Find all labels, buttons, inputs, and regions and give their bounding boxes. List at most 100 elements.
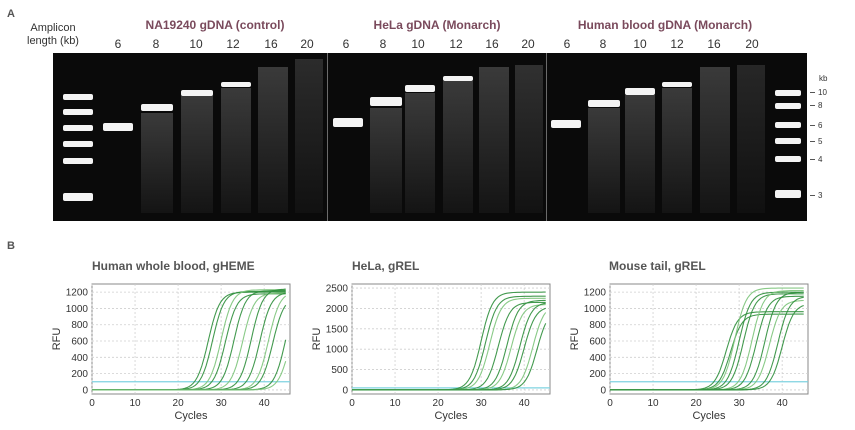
- amplicon-label-line1: Amplicon: [30, 22, 76, 34]
- x-tick-label: 0: [349, 398, 355, 409]
- x-tick-label: 10: [647, 398, 659, 409]
- lane-smear: [295, 59, 323, 213]
- gel-divider: [546, 53, 547, 221]
- dna-band: [662, 82, 692, 87]
- ladder-band: [63, 158, 93, 164]
- lane-smear: [258, 67, 288, 213]
- x-tick-label: 30: [476, 398, 488, 409]
- plot-area: [609, 283, 809, 395]
- y-tick-label: 2500: [326, 284, 349, 295]
- lane-label: 12: [226, 37, 240, 51]
- x-tick-label: 20: [173, 398, 185, 409]
- y-tick-label: 0: [82, 385, 88, 396]
- lane-smear: [141, 113, 173, 213]
- qpcr-chart-mouse: 0 200 400 600 800 1000 1200 0 10 20 30 40 Cycles RFU: [569, 283, 809, 422]
- y-tick-label: 1000: [326, 345, 349, 356]
- ladder-tick: [810, 195, 815, 196]
- plot-area: [91, 283, 291, 395]
- ladder-band: [63, 141, 93, 147]
- ladder-band: [775, 190, 801, 198]
- group-title-control: NA19240 gDNA (control): [145, 18, 285, 32]
- lane-smear: [443, 81, 473, 213]
- chart-title-mouse: Mouse tail, gREL: [609, 259, 706, 273]
- lane-label: 10: [189, 37, 203, 51]
- lane-smear: [515, 65, 543, 213]
- ladder-band: [63, 125, 93, 131]
- lane-label: 10: [633, 37, 647, 51]
- group-title-hela: HeLa gDNA (Monarch): [373, 18, 501, 32]
- ladder-band: [63, 109, 93, 115]
- lane-smear: [662, 88, 692, 213]
- y-tick-label: 800: [589, 320, 606, 331]
- lane-smear: [625, 95, 655, 213]
- x-tick-label: 30: [734, 398, 746, 409]
- panel-b-letter: B: [7, 240, 15, 252]
- group-title-blood: Human blood gDNA (Monarch): [577, 18, 753, 32]
- lane-label: 20: [300, 37, 314, 51]
- y-tick-label: 1000: [66, 304, 89, 315]
- lane-label: 8: [152, 37, 160, 51]
- plot-area: [351, 283, 551, 395]
- lane-label: 16: [485, 37, 499, 51]
- lane-label: 16: [264, 37, 278, 51]
- amplicon-label: Amplicon length (kb): [8, 22, 98, 48]
- x-tick-label: 0: [89, 398, 95, 409]
- dna-band: [625, 88, 655, 95]
- x-tick-label: 20: [691, 398, 703, 409]
- dna-band: [221, 82, 251, 87]
- lane-label: 20: [521, 37, 535, 51]
- ladder-band: [775, 90, 801, 96]
- x-tick-label: 10: [129, 398, 141, 409]
- y-tick-label: 0: [342, 385, 348, 396]
- amplicon-label-line2: length (kb): [27, 35, 79, 47]
- y-tick-label: 800: [71, 320, 88, 331]
- ladder-tick: [810, 159, 815, 160]
- ladder-mark: 4: [818, 155, 823, 164]
- y-tick-label: 0: [600, 385, 606, 396]
- lane-smear: [479, 67, 509, 213]
- chart-title-blood: Human whole blood, gHEME: [92, 259, 255, 273]
- lane-label: 20: [745, 37, 759, 51]
- x-tick-label: 40: [777, 398, 789, 409]
- dna-band: [588, 100, 620, 107]
- lane-label: 6: [114, 37, 122, 51]
- y-tick-label: 1200: [584, 288, 607, 299]
- ladder-tick: [810, 105, 815, 106]
- ladder-band: [775, 138, 801, 144]
- y-tick-label: 600: [589, 337, 606, 348]
- x-axis-label: Cycles: [174, 410, 208, 422]
- ladder-band: [775, 156, 801, 162]
- amplification-curve: [610, 304, 804, 391]
- qpcr-chart-hela: 0 500 1000 1500 2000 2500 0 10 20 30 40 Cycles RFU: [311, 283, 551, 422]
- lane-label: 12: [670, 37, 684, 51]
- dna-band: [333, 118, 363, 127]
- panel-a-letter: A: [7, 8, 15, 20]
- ladder-mark: 10: [818, 88, 827, 97]
- dna-band: [551, 120, 581, 128]
- ladder-mark: 8: [818, 101, 823, 110]
- ladder-mark: 6: [818, 121, 823, 130]
- chart-title-hela: HeLa, gREL: [352, 259, 420, 273]
- lane-label: 12: [449, 37, 463, 51]
- y-tick-label: 1200: [66, 288, 89, 299]
- ladder-tick: [810, 125, 815, 126]
- y-tick-label: 500: [331, 365, 348, 376]
- ladder-tick: [810, 92, 815, 93]
- ladder-band: [775, 122, 801, 128]
- lane-smear: [737, 65, 765, 213]
- lane-smear: [221, 88, 251, 213]
- lane-smear: [405, 93, 435, 213]
- lane-label: 16: [707, 37, 721, 51]
- y-axis-label: RFU: [311, 328, 323, 351]
- gel-image: [53, 53, 807, 221]
- x-tick-label: 10: [389, 398, 401, 409]
- dna-band: [370, 97, 402, 106]
- dna-band: [103, 123, 133, 131]
- amplification-curve: [92, 361, 287, 391]
- dna-band: [181, 90, 213, 96]
- x-tick-label: 0: [607, 398, 613, 409]
- y-tick-label: 400: [71, 353, 88, 364]
- lane-label: 8: [379, 37, 387, 51]
- lane-smear: [588, 108, 620, 213]
- ladder-tick: [810, 141, 815, 142]
